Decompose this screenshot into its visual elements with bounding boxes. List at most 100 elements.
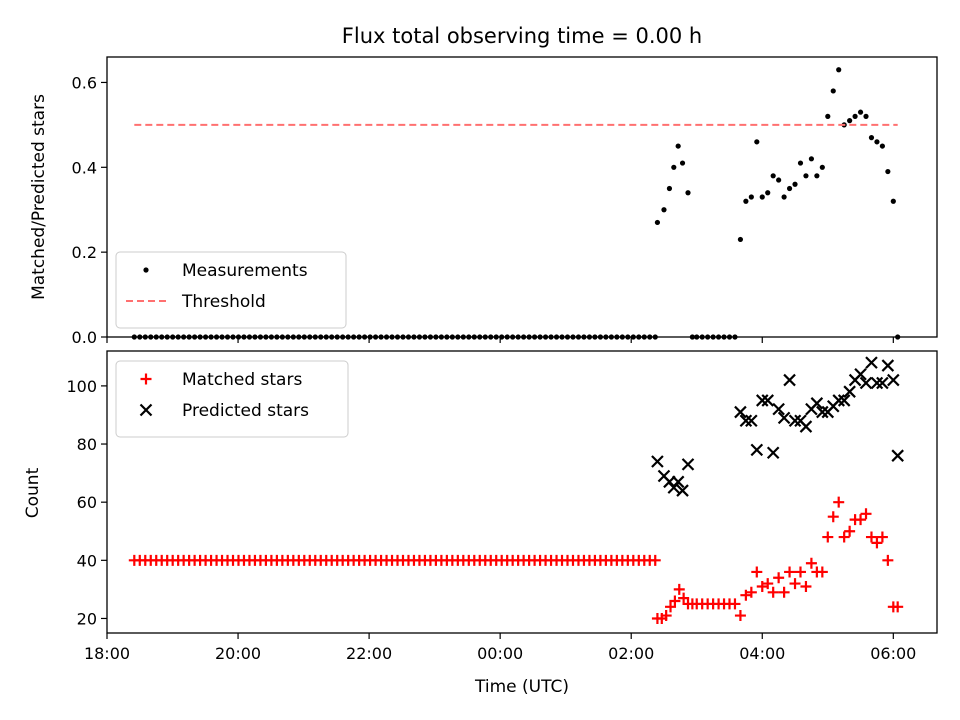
- dot-point: [814, 173, 820, 179]
- plus-point: [660, 610, 672, 622]
- x-point: [755, 394, 769, 407]
- x-point: [837, 394, 851, 407]
- x-point: [881, 359, 895, 372]
- x-tick-label: 06:00: [870, 644, 916, 663]
- dot-point: [685, 190, 691, 196]
- bottom-series-predicted-stars: [651, 356, 904, 497]
- plus-point: [833, 496, 845, 508]
- dot-point: [754, 139, 760, 145]
- dot-point: [786, 185, 793, 192]
- dot-point: [765, 190, 771, 196]
- dot-point: [819, 164, 825, 170]
- x-point: [799, 420, 813, 433]
- legend-label: Measurements: [182, 261, 308, 281]
- dot-point: [830, 88, 836, 94]
- plus-point: [751, 566, 763, 578]
- x-point: [865, 356, 878, 369]
- plus-point: [844, 525, 856, 537]
- x-point: [766, 446, 780, 460]
- dot-point: [857, 109, 864, 115]
- plus-point: [773, 572, 785, 584]
- dot-point: [654, 219, 661, 226]
- bottom-axes-frame: [106, 350, 938, 634]
- top-y-tick-label: 0.6: [72, 73, 97, 92]
- legend-dot-swatch: [143, 267, 149, 273]
- x-point: [777, 411, 791, 425]
- x-axis-label: Time (UTC): [474, 677, 569, 697]
- dot-point: [797, 160, 804, 166]
- bottom-y-tick-label: 60: [77, 493, 97, 512]
- dot-point: [666, 185, 673, 192]
- x-point: [671, 475, 685, 489]
- dot-point: [847, 118, 853, 124]
- dot-point: [671, 164, 677, 170]
- plus-point: [745, 586, 757, 598]
- x-point: [783, 373, 796, 387]
- plus-point: [767, 586, 779, 598]
- top-y-tick-label: 0.4: [72, 158, 97, 177]
- plus-point: [827, 511, 839, 523]
- x-point: [788, 414, 802, 428]
- plus-point: [860, 508, 872, 520]
- bottom-legend: Matched stars Predicted stars: [115, 360, 349, 438]
- x-point: [887, 373, 900, 387]
- dot-point: [868, 135, 875, 141]
- dot-point: [836, 67, 842, 73]
- dot-point: [679, 160, 686, 166]
- bottom-y-axis-label: Count: [23, 467, 43, 518]
- x-tick-label: 02:00: [608, 644, 654, 663]
- top-panel: 0.0 0.2 0.4 0.6 Measurements Threshold: [72, 56, 938, 347]
- plus-point: [678, 592, 690, 604]
- bottom-y-tick-label: 40: [77, 551, 97, 570]
- plus-point: [816, 566, 828, 578]
- top-y-tick-label: 0.2: [72, 243, 97, 262]
- legend-label: Threshold: [181, 292, 266, 312]
- plus-point: [762, 578, 774, 590]
- dot-point: [743, 198, 749, 204]
- plus-point: [669, 595, 681, 607]
- bottom-series-matched-stars: [128, 496, 904, 624]
- x-point: [832, 394, 845, 407]
- bottom-y-tick-label: 20: [77, 609, 97, 628]
- x-tick-label: 20:00: [215, 644, 261, 663]
- x-point: [651, 455, 664, 468]
- x-point: [810, 397, 824, 410]
- bottom-y-tick-label: 100: [66, 377, 97, 396]
- plus-point: [876, 531, 888, 543]
- plus-point: [649, 554, 661, 566]
- legend-plus-swatch: [140, 373, 152, 385]
- x-point: [859, 376, 873, 390]
- x-point: [681, 458, 695, 471]
- x-point: [854, 367, 867, 381]
- top-y-axis-label: Matched/Predicted stars: [29, 94, 49, 300]
- plus-point: [778, 586, 790, 598]
- legend-box: [115, 360, 349, 438]
- dot-point: [803, 173, 809, 179]
- dot-point: [885, 168, 891, 175]
- legend-label: Matched stars: [182, 370, 302, 390]
- x-tick-label: 18:00: [84, 644, 130, 663]
- plus-point: [665, 601, 677, 613]
- dot-point: [852, 113, 858, 119]
- x-point: [772, 402, 785, 416]
- top-y-tick-label: 0.0: [72, 328, 97, 347]
- x-point: [745, 414, 758, 428]
- plus-point: [673, 583, 685, 595]
- dot-point: [863, 113, 869, 119]
- x-point: [816, 405, 829, 419]
- plus-point: [865, 531, 877, 543]
- x-point: [676, 484, 689, 497]
- dot-point: [675, 143, 681, 149]
- dot-point: [748, 194, 754, 200]
- dot-point: [661, 207, 667, 213]
- dot-point: [759, 194, 765, 200]
- plus-point: [871, 537, 883, 549]
- plus-point: [838, 531, 850, 543]
- x-point: [734, 405, 747, 419]
- top-legend: Measurements Threshold: [115, 251, 347, 329]
- x-point: [761, 394, 775, 407]
- dot-point: [776, 177, 782, 183]
- chart-title: Flux total observing time = 0.00 h: [342, 24, 702, 48]
- plus-point: [822, 531, 834, 543]
- legend-label: Predicted stars: [182, 401, 309, 421]
